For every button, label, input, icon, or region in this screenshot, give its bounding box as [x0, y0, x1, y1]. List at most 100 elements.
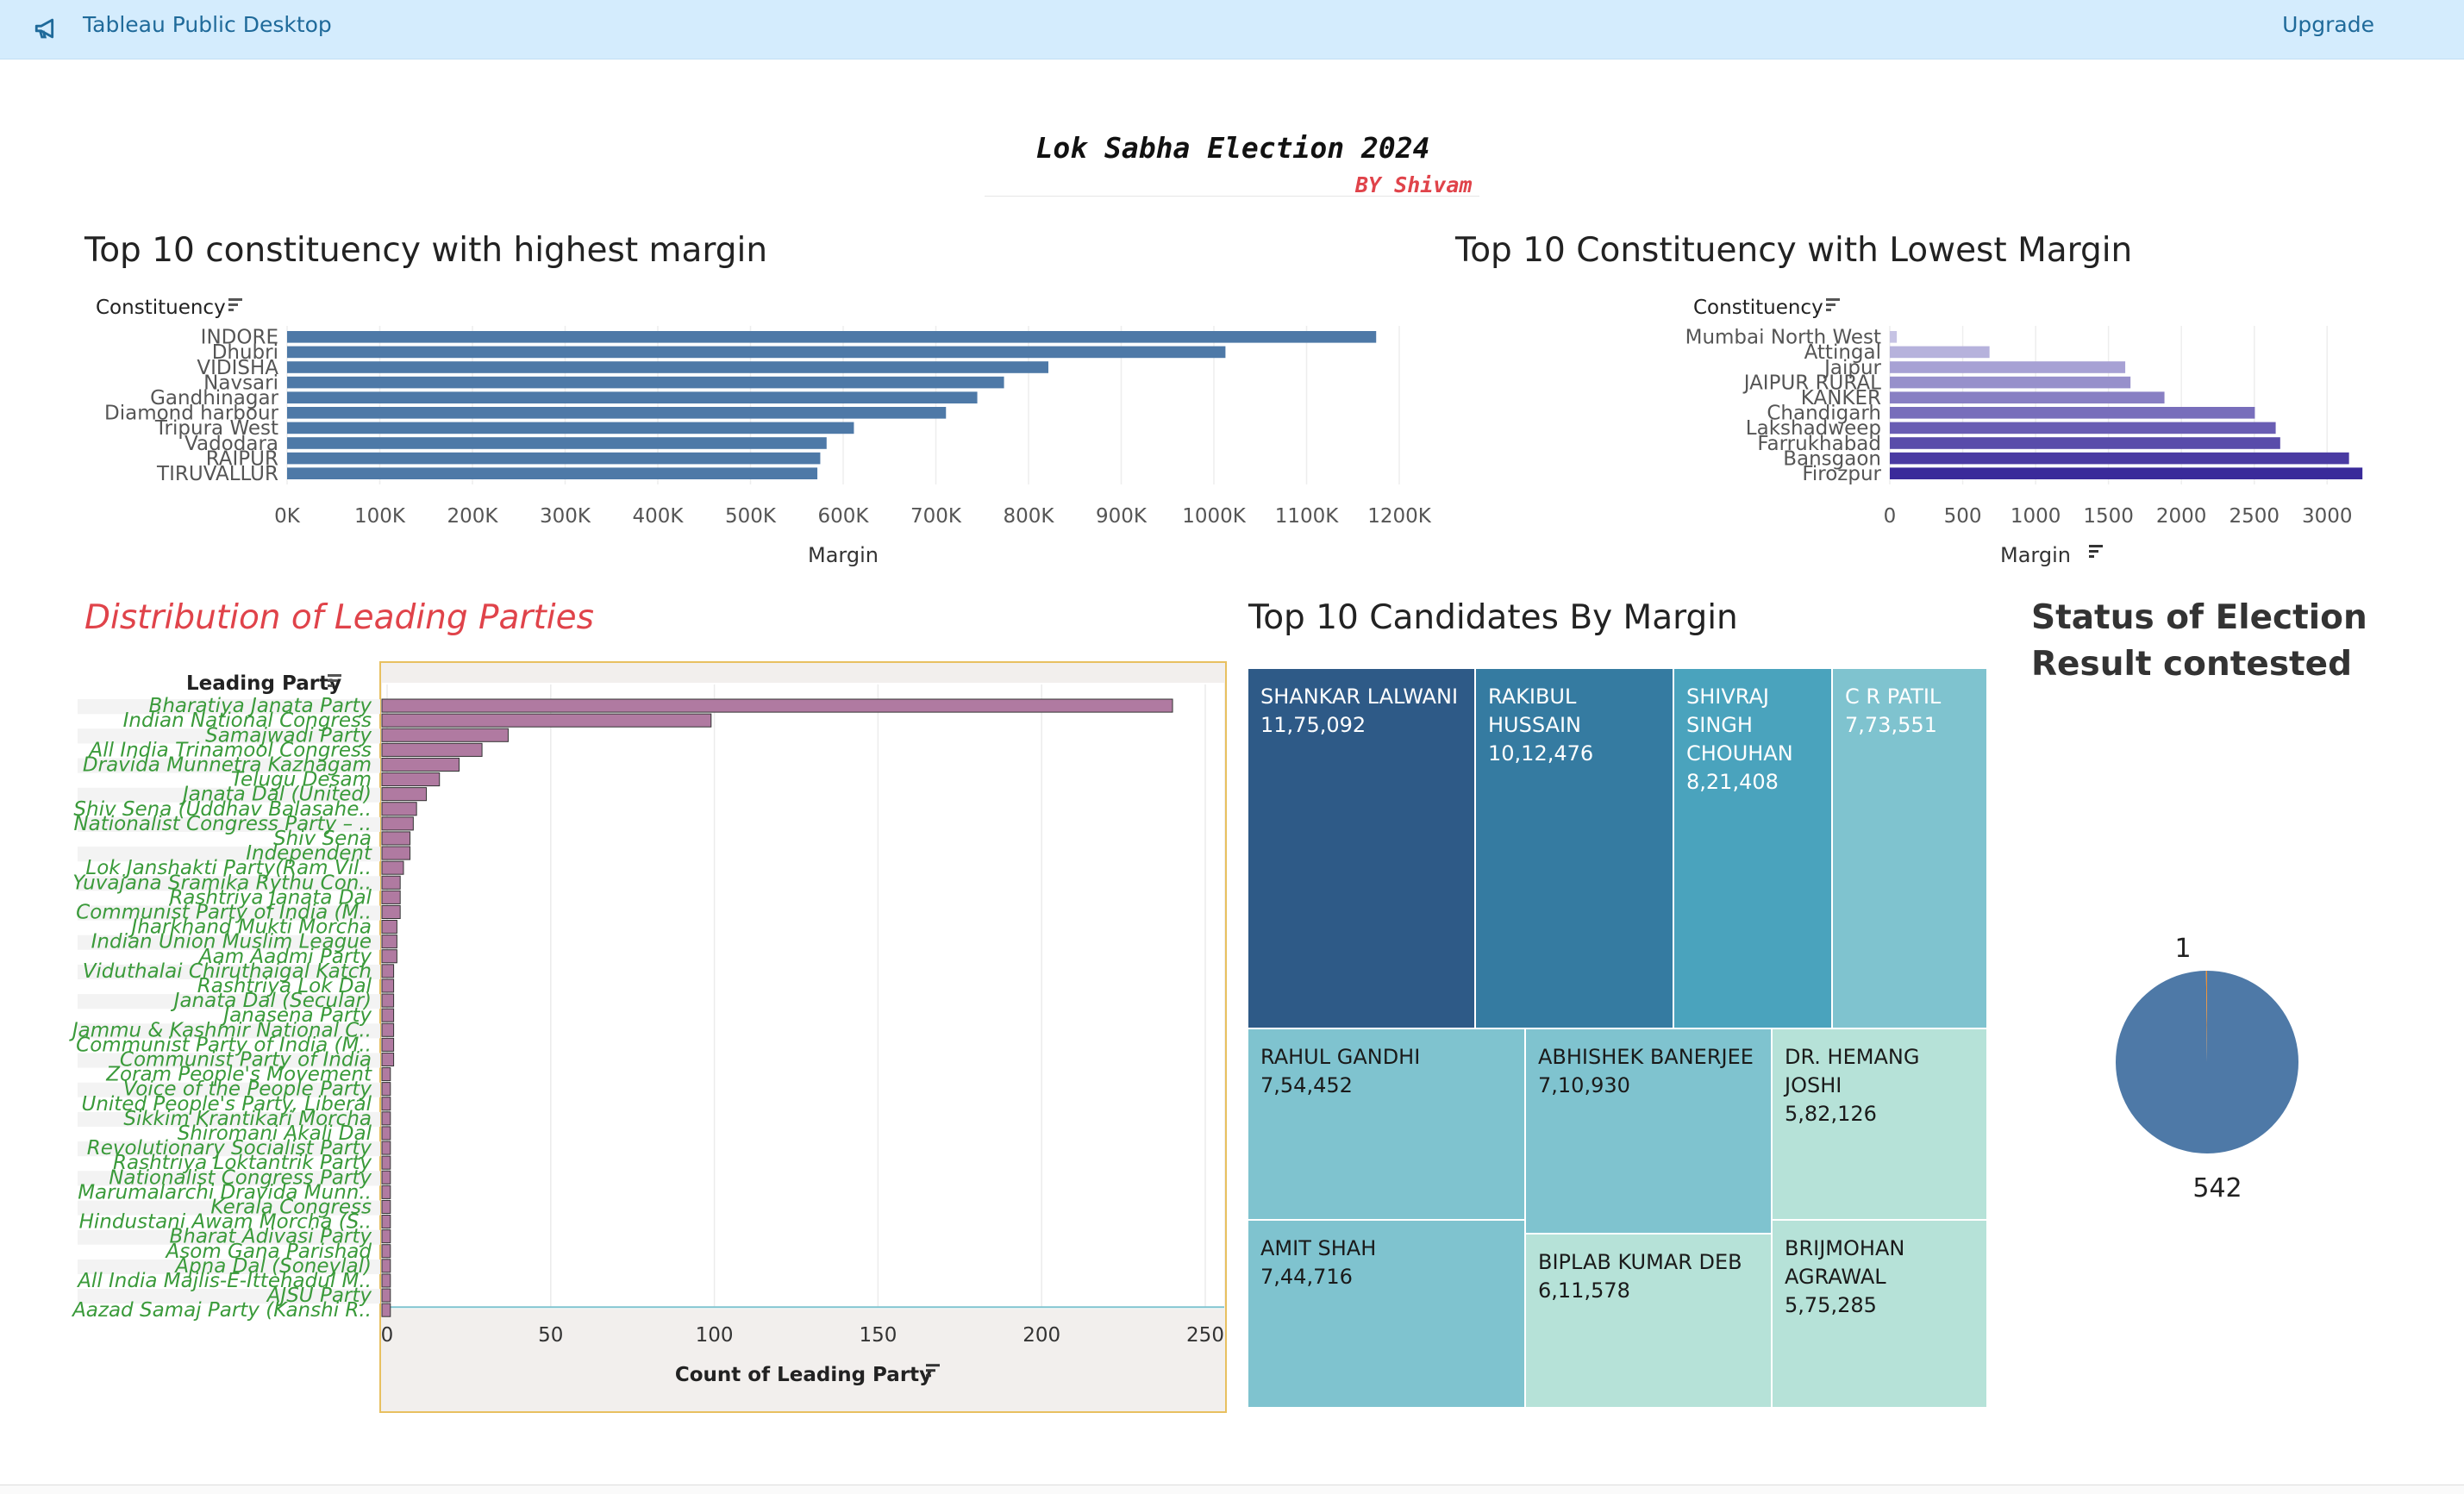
category-label: Yuvajana Sramika Rythu Con..: [72, 872, 372, 894]
treemap-tile[interactable]: BIPLAB KUMAR DEB 6,11,578: [1526, 1235, 1773, 1409]
tile-candidate-name: DR. HEMANG JOSHI: [1785, 1045, 1920, 1097]
category-label: Asom Gana Parishad: [165, 1241, 372, 1263]
title-divider: [985, 196, 1479, 197]
y-axis-sort-icon[interactable]: [1826, 298, 1840, 311]
x-axis-title: Margin: [2000, 543, 2071, 567]
bar: [1890, 467, 2363, 479]
tile-margin-value: 5,75,285: [1785, 1293, 1877, 1317]
x-axis-sort-icon[interactable]: [926, 1364, 940, 1378]
category-label: AJSU Party: [266, 1285, 372, 1307]
bar: [381, 1052, 395, 1066]
bar: [381, 949, 397, 964]
x-tick-label: 400K: [633, 505, 685, 528]
bar: [381, 964, 395, 978]
row-band: [78, 1141, 380, 1157]
tile-candidate-name: SHANKAR LALWANI: [1260, 684, 1459, 709]
x-tick-label: 150: [859, 1324, 897, 1347]
bar: [1890, 452, 2349, 465]
treemap-tile[interactable]: SHANKAR LALWANI 11,75,092: [1248, 669, 1476, 1029]
lowest-margin-chart: 0 500 1000 1500 2000 2500 3000 Margin Constituen…: [1685, 297, 2363, 567]
x-tick-label: 1200K: [1367, 505, 1432, 528]
x-tick-label: 600K: [818, 505, 870, 528]
treemap-tile[interactable]: RAKIBUL HUSSAIN 10,12,476: [1476, 669, 1674, 1029]
x-tick-label: 100K: [354, 505, 406, 528]
x-tick-label: 700K: [910, 505, 962, 528]
bar: [381, 1097, 391, 1111]
tile-margin-value: 7,54,452: [1260, 1073, 1353, 1097]
row-band: [78, 994, 380, 1010]
tile-margin-value: 10,12,476: [1488, 741, 1594, 766]
category-label: Bharatiya Janata Party: [149, 695, 372, 717]
x-tick-label: 3000: [2302, 505, 2353, 528]
tile-candidate-name: AMIT SHAH: [1260, 1236, 1377, 1260]
bar: [381, 1037, 395, 1052]
treemap-tile[interactable]: BRIJMOHAN AGRAWAL 5,75,285: [1773, 1221, 1988, 1409]
status-title-line-1: Status of Election: [2031, 598, 2367, 637]
category-label: KANKER: [1801, 387, 1881, 409]
tile-margin-value: 7,10,930: [1538, 1073, 1630, 1097]
bar: [381, 935, 397, 949]
bar: [287, 467, 818, 479]
row-band: [78, 699, 380, 715]
candidates-title: Top 10 Candidates By Margin: [1248, 598, 1738, 637]
bar: [381, 1155, 391, 1170]
x-tick-label: 1000K: [1182, 505, 1247, 528]
category-label: Voice of the People Party: [123, 1078, 372, 1101]
category-label: Navsari: [203, 372, 278, 394]
bar: [381, 978, 395, 993]
bar: [381, 1303, 391, 1317]
sheet-tab-strip[interactable]: [0, 1485, 2464, 1494]
category-label: Chandigarh: [1767, 403, 1881, 425]
treemap-tile[interactable]: ABHISHEK BANERJEE 7,10,930: [1526, 1029, 1773, 1235]
y-axis-sort-icon[interactable]: [328, 674, 341, 687]
category-label: Jharkhand Mukti Morcha: [128, 916, 372, 939]
bar: [287, 452, 821, 465]
x-tick-label: 2500: [2229, 505, 2280, 528]
bar: [381, 1067, 391, 1082]
pie-label: 1: [2174, 934, 2191, 964]
row-band: [78, 787, 380, 803]
tile-candidate-name: BIPLAB KUMAR DEB: [1538, 1250, 1742, 1274]
category-label: Zoram People's Movement: [105, 1064, 372, 1086]
app-title: Tableau Public Desktop: [83, 12, 332, 37]
category-label: Janasena Party: [220, 1004, 372, 1027]
treemap-tile[interactable]: C R PATIL 7,73,551: [1833, 669, 1988, 1029]
row-band: [78, 1111, 380, 1127]
x-tick-label: 50: [538, 1324, 563, 1347]
megaphone-icon[interactable]: [33, 14, 62, 43]
y-axis-sort-icon[interactable]: [228, 298, 242, 311]
x-axis-sort-icon[interactable]: [2089, 545, 2103, 558]
treemap-tile[interactable]: DR. HEMANG JOSHI 5,82,126: [1773, 1029, 1988, 1221]
bar: [381, 831, 411, 846]
bar: [381, 1126, 391, 1141]
bar: [381, 816, 414, 831]
category-label: Shiromani Akali Dal: [178, 1122, 372, 1145]
bar: [287, 407, 947, 419]
row-band: [78, 1082, 380, 1097]
category-label: Lakshadweep: [1746, 417, 1881, 440]
treemap-tile[interactable]: RAHUL GANDHI 7,54,452: [1248, 1029, 1526, 1221]
treemap-tile[interactable]: AMIT SHAH 7,44,716: [1248, 1221, 1526, 1409]
bar: [1890, 331, 1898, 343]
status-title-line-2: Result contested: [2031, 645, 2353, 684]
category-label: All India Majlis-E-Ittehadul M..: [76, 1270, 372, 1292]
category-label: INDORE: [201, 327, 278, 349]
category-label: Indian Union Muslim League: [91, 931, 372, 953]
x-tick-label: 1500: [2083, 505, 2134, 528]
status-title: Status of Election Result contested: [2031, 595, 2367, 688]
category-label: United People's Party, Liberal: [81, 1093, 372, 1116]
x-tick-label: 800K: [1004, 505, 1055, 528]
row-band: [78, 964, 380, 979]
row-band: [78, 1200, 380, 1216]
pie-slice: [2205, 971, 2207, 1062]
highest-margin-title: Top 10 constituency with highest margin: [84, 231, 768, 270]
upgrade-link[interactable]: Upgrade: [2282, 12, 2374, 37]
bar: [381, 890, 401, 904]
category-label: Attingal: [1804, 341, 1881, 364]
x-tick-label: 500: [1944, 505, 1982, 528]
plot-area: [382, 683, 1224, 1310]
treemap-tile[interactable]: SHIVRAJ SINGH CHOUHAN 8,21,408: [1674, 669, 1833, 1029]
category-label: Communist Party of India (M..: [76, 902, 372, 924]
row-band: [78, 758, 380, 773]
category-label: Communist Party of India (M..: [76, 1034, 372, 1056]
